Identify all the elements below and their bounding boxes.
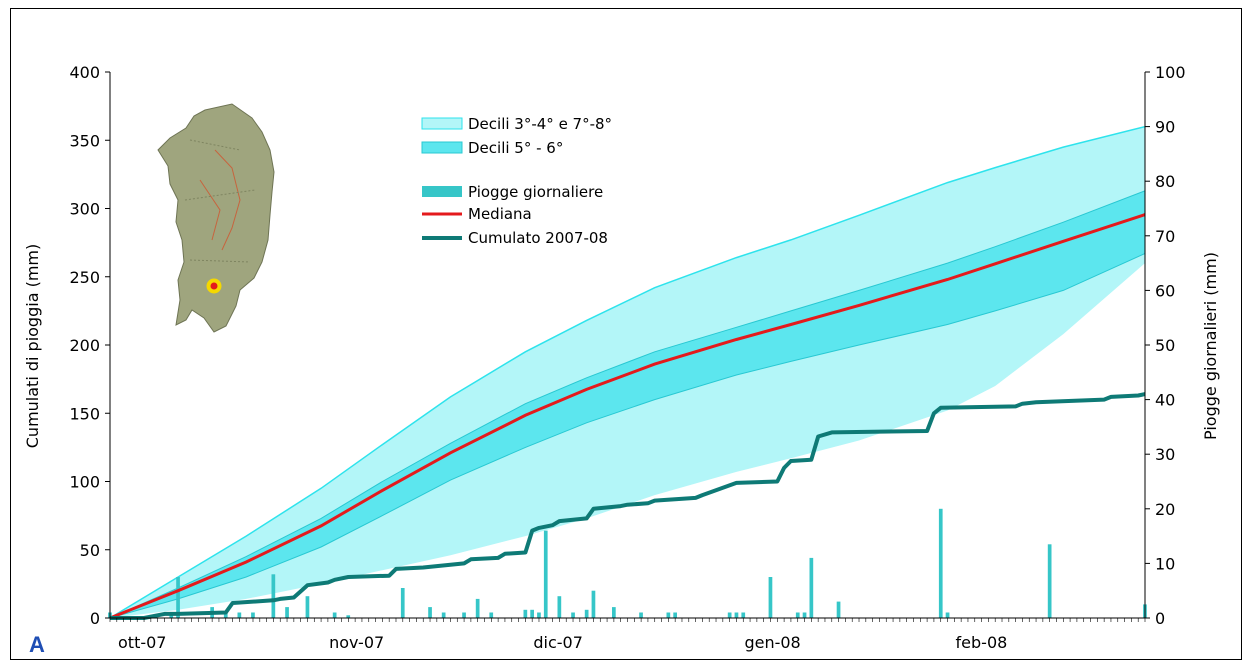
rain-bar xyxy=(591,590,596,618)
rain-bar xyxy=(571,612,575,618)
rain-bar xyxy=(305,596,310,618)
x-tick-label: feb-08 xyxy=(956,633,1008,652)
y2-tick-label: 100 xyxy=(1155,63,1186,82)
y2-tick-label: 90 xyxy=(1155,118,1175,137)
rain-bar xyxy=(523,609,528,618)
map-borders xyxy=(199,149,241,251)
rain-bar xyxy=(809,557,814,618)
rain-bar xyxy=(666,612,671,618)
rain-bar xyxy=(530,609,534,618)
cumulative-line xyxy=(110,392,1146,620)
line-decile-6 xyxy=(109,190,1146,619)
rain-bar xyxy=(489,612,494,618)
rain-bar xyxy=(734,612,739,618)
y2-tick-label: 40 xyxy=(1155,391,1175,410)
rain-bar xyxy=(237,612,242,618)
rain-bar xyxy=(475,598,480,618)
y-tick-label: 100 xyxy=(69,473,100,492)
legend-swatch-outer xyxy=(421,117,463,130)
y-axis-label: Cumulati di pioggia (mm) xyxy=(23,244,42,448)
rain-bar xyxy=(612,607,616,618)
y-tick-label: 250 xyxy=(69,268,100,287)
axes: 0 50 100 150 200 250 300 350 400 0 10 20 30 40 50 60 70 8… xyxy=(69,63,1185,652)
rain-bar xyxy=(836,601,841,618)
rain-bar xyxy=(673,612,677,618)
y2-tick-label: 20 xyxy=(1155,500,1175,519)
legend-label-bars: Piogge giornaliere xyxy=(468,183,603,201)
rain-bar xyxy=(938,508,943,618)
panel-label: A xyxy=(29,632,45,657)
median-line xyxy=(109,213,1146,620)
rain-bar xyxy=(285,607,289,618)
x-tick-label: ott-07 xyxy=(118,633,166,652)
legend-label-inner: Decili 5° - 6° xyxy=(468,139,563,157)
rain-bar xyxy=(346,615,351,618)
line-decile-4 xyxy=(109,253,1146,619)
legend-swatch-inner xyxy=(421,141,463,154)
y-tick-label: 300 xyxy=(69,200,100,219)
y-tick-label: 150 xyxy=(69,404,100,423)
rain-bar xyxy=(176,577,180,618)
rain-bar xyxy=(1047,544,1052,618)
y2-tick-label: 70 xyxy=(1155,227,1175,246)
y-tick-label: 350 xyxy=(69,131,100,150)
rain-bar xyxy=(639,612,643,618)
y2-tick-label: 50 xyxy=(1155,336,1175,355)
rain-bar xyxy=(543,530,548,618)
y2-tick-label: 0 xyxy=(1155,609,1165,628)
rain-bar xyxy=(727,612,732,618)
map-location-dot xyxy=(210,282,218,290)
map-island xyxy=(157,103,275,333)
x-tick-label: dic-07 xyxy=(533,633,583,652)
y2-tick-label: 30 xyxy=(1155,445,1175,464)
rain-bar xyxy=(462,612,466,618)
legend-label-outer: Decili 3°-4° e 7°-8° xyxy=(468,115,612,133)
y2-tick-label: 60 xyxy=(1155,281,1175,300)
rain-bar xyxy=(768,577,773,618)
y2-tick-label: 80 xyxy=(1155,172,1175,191)
legend: Decili 3°-4° e 7°-8° Decili 5° - 6° Piogge… xyxy=(421,115,612,247)
legend-swatch-bars xyxy=(422,186,462,197)
rain-bar xyxy=(251,612,255,618)
legend-label-median: Mediana xyxy=(468,205,532,223)
y2-tick-label: 10 xyxy=(1155,554,1175,573)
map-relief xyxy=(184,139,256,263)
x-tick-label: nov-07 xyxy=(329,633,384,652)
rain-bar xyxy=(802,612,807,618)
x-tick-label: gen-08 xyxy=(744,633,800,652)
series-lines xyxy=(109,213,1146,620)
rain-bar xyxy=(428,607,432,618)
daily-rain-bars xyxy=(108,508,1147,618)
y-tick-label: 400 xyxy=(69,63,100,82)
y2-axis-label: Piogge giornalieri (mm) xyxy=(1201,252,1220,440)
rain-bar xyxy=(223,612,228,618)
rain-bar xyxy=(557,596,562,618)
y-tick-label: 50 xyxy=(80,541,100,560)
line-decile-8 xyxy=(109,125,1146,619)
y-tick-label: 0 xyxy=(90,609,100,628)
rain-bar xyxy=(945,612,950,618)
rain-bar xyxy=(441,612,446,618)
rain-bar xyxy=(537,612,541,618)
rain-bar xyxy=(271,574,276,618)
rain-bar xyxy=(332,612,337,618)
rain-bar xyxy=(741,612,746,618)
rain-bar xyxy=(400,588,405,618)
sardinia-map xyxy=(157,103,275,333)
rain-bar xyxy=(795,612,800,618)
rain-bar xyxy=(584,609,589,618)
legend-label-cumulative: Cumulato 2007-08 xyxy=(468,229,608,247)
y-tick-label: 200 xyxy=(69,336,100,355)
